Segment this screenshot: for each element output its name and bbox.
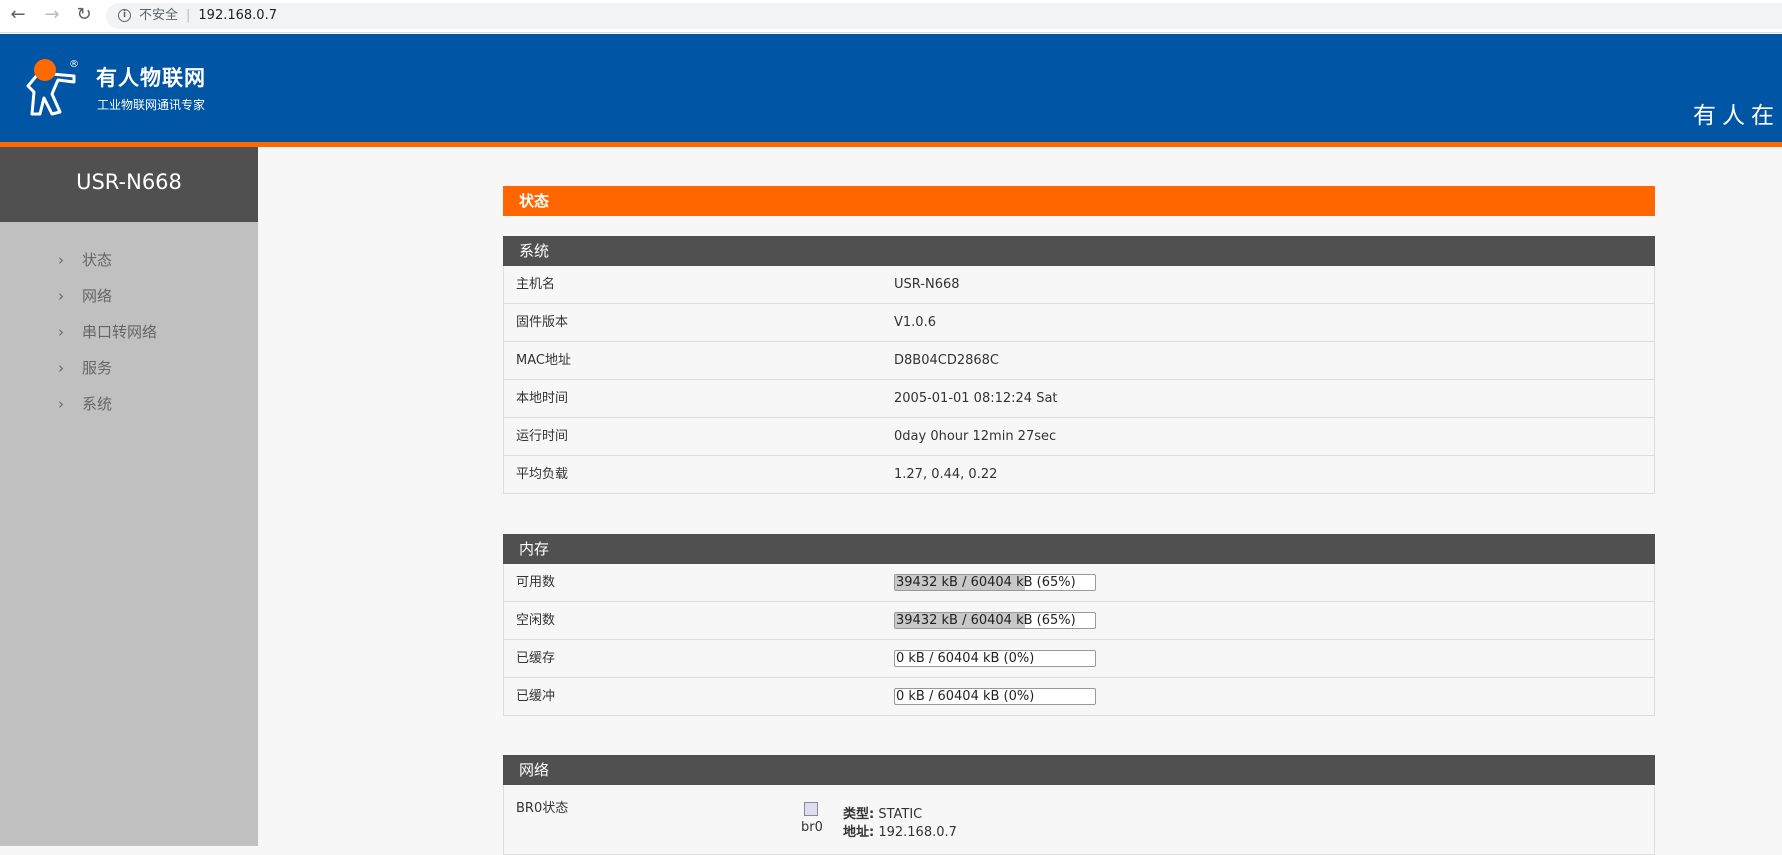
type-value: STATIC [878, 807, 923, 822]
row-key: 已缓冲 [516, 689, 556, 704]
section-header: 内存 [503, 534, 1655, 564]
system-section: 系统 主机名 USR-N668 固件版本 V1.0.6 MAC地址 D8B04CD28… [503, 236, 1655, 494]
row-key: MAC地址 [516, 353, 571, 368]
row-value: 2005-01-01 08:12:24 Sat [894, 391, 1058, 406]
sidebar-item-status[interactable]: › 状态 [58, 248, 112, 272]
sidebar-item-label: 网络 [82, 287, 113, 305]
chevron-right-icon: › [58, 323, 64, 341]
table-row: 空闲数 39432 kB / 60404 kB (65%) [503, 602, 1655, 640]
forward-icon[interactable]: → [44, 4, 60, 25]
table-row: 主机名 USR-N668 [503, 266, 1655, 304]
type-label: 类型: [843, 807, 875, 822]
address-value: 192.168.0.7 [878, 825, 957, 840]
table-row: BR0状态 br0 类型: STATIC 地址: 192.168.0.7 [503, 785, 1655, 855]
browser-toolbar: ← → ↻ i 不安全 | 192.168.0.7 [0, 0, 1782, 33]
sidebar-item-label: 状态 [82, 251, 113, 269]
progress-fill [895, 613, 1025, 628]
memory-progress-bar: 0 kB / 60404 kB (0%) [894, 650, 1096, 667]
row-key: 固件版本 [516, 315, 569, 330]
progress-text: 39432 kB / 60404 kB (65%) [896, 613, 1076, 628]
table-row: 已缓存 0 kB / 60404 kB (0%) [503, 640, 1655, 678]
row-key: 已缓存 [516, 651, 556, 666]
memory-progress-bar: 39432 kB / 60404 kB (65%) [894, 612, 1096, 629]
address-label: 地址: [843, 825, 875, 840]
table-row: 已缓冲 0 kB / 60404 kB (0%) [503, 678, 1655, 716]
row-key: 可用数 [516, 575, 556, 590]
header-divider [0, 142, 1782, 147]
interface-name: br0 [801, 820, 823, 835]
memory-progress-bar: 39432 kB / 60404 kB (65%) [894, 574, 1096, 591]
table-row: 平均负载 1.27, 0.44, 0.22 [503, 456, 1655, 494]
table-row: 固件版本 V1.0.6 [503, 304, 1655, 342]
row-value: USR-N668 [894, 277, 960, 292]
row-key: 本地时间 [516, 391, 569, 406]
address-bar[interactable]: i 不安全 | 192.168.0.7 [106, 3, 1782, 29]
network-interface-icon [804, 802, 818, 816]
row-value: V1.0.6 [894, 315, 936, 330]
back-icon[interactable]: ← [10, 4, 26, 25]
section-header: 网络 [503, 755, 1655, 785]
progress-text: 0 kB / 60404 kB (0%) [896, 651, 1035, 666]
reload-icon[interactable]: ↻ [76, 4, 92, 25]
sidebar-item-network[interactable]: › 网络 [58, 284, 112, 308]
memory-section: 内存 可用数 39432 kB / 60404 kB (65%) 空闲数 39432… [503, 534, 1655, 716]
chevron-right-icon: › [58, 359, 64, 377]
device-title: USR-N668 [0, 147, 258, 222]
brand-tagline: 工业物联网通讯专家 [97, 98, 206, 112]
row-value: D8B04CD2868C [894, 353, 999, 368]
chevron-right-icon: › [58, 287, 64, 305]
row-value: 0day 0hour 12min 27sec [894, 429, 1057, 444]
page-title: 状态 [503, 186, 1655, 216]
progress-fill [895, 575, 1025, 590]
row-key: BR0状态 [516, 801, 569, 816]
progress-text: 39432 kB / 60404 kB (65%) [896, 575, 1076, 590]
section-header: 系统 [503, 236, 1655, 266]
network-section: 网络 BR0状态 br0 类型: STATIC 地址: 192.168.0.7 [503, 755, 1655, 855]
chevron-right-icon: › [58, 251, 64, 269]
sidebar-item-label: 串口转网络 [82, 323, 158, 341]
header-slogan: 有人在 [1693, 103, 1780, 129]
info-icon[interactable]: i [118, 9, 131, 22]
sidebar-item-label: 服务 [82, 359, 113, 377]
registered-mark: ® [69, 59, 79, 70]
table-row: MAC地址 D8B04CD2868C [503, 342, 1655, 380]
table-row: 运行时间 0day 0hour 12min 27sec [503, 418, 1655, 456]
progress-text: 0 kB / 60404 kB (0%) [896, 689, 1035, 704]
row-key: 运行时间 [516, 429, 569, 444]
usr-logo-icon: ® [26, 59, 79, 116]
chevron-right-icon: › [58, 395, 64, 413]
table-row: 可用数 39432 kB / 60404 kB (65%) [503, 564, 1655, 602]
site-header: ® 有人物联网 工业物联网通讯专家 有人在 [0, 34, 1782, 142]
security-label: 不安全 [139, 8, 179, 23]
row-value: 1.27, 0.44, 0.22 [894, 467, 998, 482]
sidebar-item-label: 系统 [82, 395, 113, 413]
memory-progress-bar: 0 kB / 60404 kB (0%) [894, 688, 1096, 705]
sidebar-item-system[interactable]: › 系统 [58, 392, 112, 416]
sidebar: USR-N668 › 状态 › 网络 › 串口转网络 › 服务 › 系统 [0, 147, 258, 846]
row-key: 空闲数 [516, 613, 556, 628]
row-key: 主机名 [516, 277, 556, 292]
url-text[interactable]: 192.168.0.7 [198, 8, 277, 23]
sidebar-item-services[interactable]: › 服务 [58, 356, 112, 380]
brand-name: 有人物联网 [96, 66, 206, 90]
row-key: 平均负载 [516, 467, 569, 482]
sidebar-item-serial-to-network[interactable]: › 串口转网络 [58, 320, 157, 344]
table-row: 本地时间 2005-01-01 08:12:24 Sat [503, 380, 1655, 418]
